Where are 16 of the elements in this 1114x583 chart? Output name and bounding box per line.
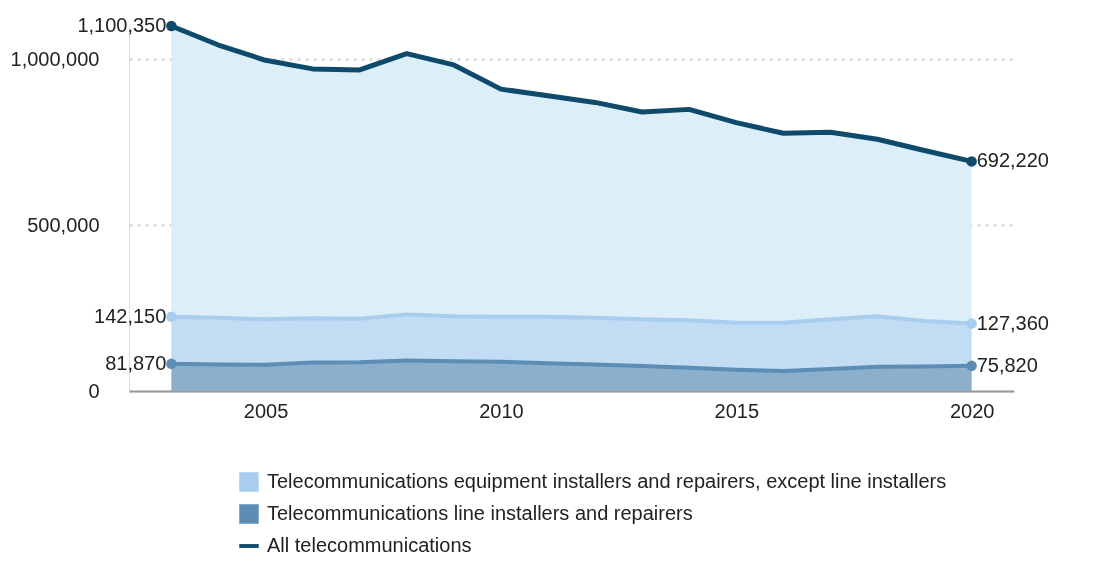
data-label: 75,820 bbox=[976, 353, 1038, 376]
legend-label: Telecommunications line installers and repairers bbox=[267, 502, 693, 524]
legend-label: All telecommunications bbox=[267, 534, 472, 556]
legend-label: Telecommunications equipment installers and repairers, except line installers bbox=[267, 470, 947, 492]
y-tick-label: 0 bbox=[88, 379, 100, 402]
data-label: 142,150 bbox=[94, 304, 167, 327]
x-tick-label: 2020 bbox=[949, 399, 995, 422]
x-tick-label: 2010 bbox=[479, 399, 524, 422]
data-label: 81,870 bbox=[105, 351, 167, 374]
y-tick-label: 1,000,000 bbox=[10, 47, 100, 70]
y-tick-label: 500,000 bbox=[27, 213, 100, 236]
x-tick-label: 2005 bbox=[243, 399, 289, 422]
x-tick-label: 2015 bbox=[714, 399, 760, 422]
total-label: 1,100,350 bbox=[77, 14, 167, 36]
total-label: 692,220 bbox=[976, 149, 1049, 172]
data-label: 127,360 bbox=[976, 311, 1049, 334]
